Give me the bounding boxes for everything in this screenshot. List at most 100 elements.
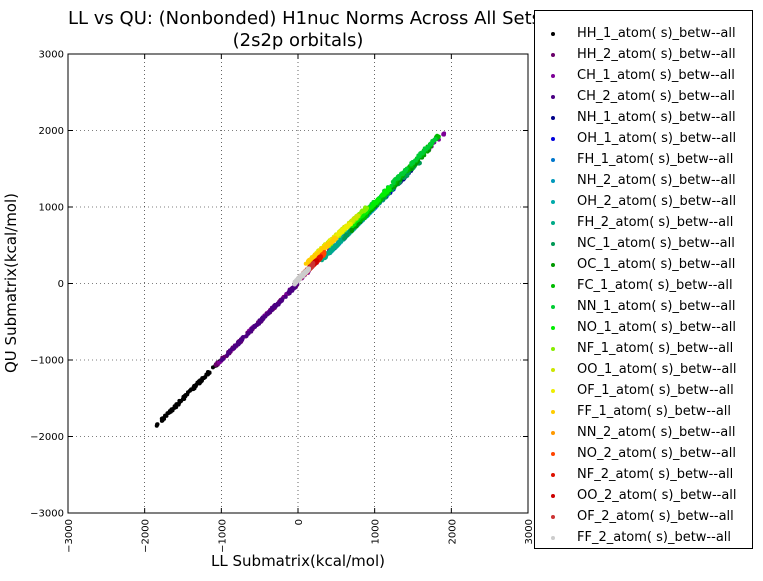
legend-marker: [551, 241, 555, 246]
legend-label: OO_2_atom( s)_betw--all: [577, 488, 737, 503]
data-point: [177, 398, 182, 403]
data-point: [180, 397, 185, 402]
legend-label: NH_2_atom( s)_betw--all: [577, 173, 736, 188]
legend-label: NN_1_atom( s)_betw--all: [577, 299, 736, 314]
data-point: [298, 273, 303, 278]
data-point: [283, 294, 288, 299]
data-point: [275, 301, 280, 306]
data-points: [154, 131, 447, 428]
data-point: [302, 270, 307, 275]
data-point: [236, 342, 241, 347]
y-axis-ticks: −3000 −2000 −1000 0 1000 2000 3000: [30, 50, 528, 520]
data-point: [227, 349, 232, 354]
x-tick-label: −2000: [141, 519, 152, 553]
data-point: [268, 309, 273, 314]
data-point: [391, 178, 396, 183]
legend-item: NO_1_atom( s)_betw--all: [535, 317, 752, 338]
legend-item: NH_2_atom( s)_betw--all: [535, 170, 752, 191]
legend-marker: [551, 220, 555, 225]
x-axis-label: LL Submatrix(kcal/mol): [211, 552, 385, 570]
legend-marker: [551, 31, 555, 36]
legend-item: HH_1_atom( s)_betw--all: [535, 23, 752, 44]
data-point: [213, 362, 218, 367]
legend-item: NN_1_atom( s)_betw--all: [535, 296, 752, 317]
data-point: [280, 297, 285, 302]
data-point: [397, 174, 402, 179]
legend-item: NF_2_atom( s)_betw--all: [535, 464, 752, 485]
y-tick-label: 2000: [39, 126, 64, 137]
chart-subtitle: (2s2p orbitals): [232, 30, 364, 51]
data-point: [325, 242, 330, 247]
legend-label: NH_1_atom( s)_betw--all: [577, 110, 736, 125]
data-point: [429, 142, 434, 147]
legend-label: NC_1_atom( s)_betw--all: [577, 236, 735, 251]
data-point: [422, 146, 427, 151]
data-point: [441, 132, 446, 137]
legend-item: NF_1_atom( s)_betw--all: [535, 338, 752, 359]
legend-marker: [551, 304, 555, 309]
data-point: [347, 222, 352, 227]
legend-marker: [551, 283, 555, 288]
legend-item: OH_1_atom( s)_betw--all: [535, 128, 752, 149]
legend-item: NO_2_atom( s)_betw--all: [535, 443, 752, 464]
y-tick-label: −1000: [30, 356, 64, 367]
legend-item: HH_2_atom( s)_betw--all: [535, 44, 752, 65]
data-point: [413, 158, 418, 163]
legend-marker: [551, 136, 555, 141]
legend-marker: [551, 94, 555, 99]
y-tick-label: 3000: [39, 50, 64, 61]
legend-label: CH_2_atom( s)_betw--all: [577, 89, 735, 104]
data-point: [154, 423, 159, 428]
x-tick-label: 2000: [447, 519, 458, 544]
legend-label: OF_1_atom( s)_betw--all: [577, 383, 734, 398]
data-point: [435, 133, 440, 138]
legend-label: HH_1_atom( s)_betw--all: [577, 26, 736, 41]
data-point: [370, 204, 375, 209]
legend-label: OC_1_atom( s)_betw--all: [577, 257, 736, 272]
x-tick-label: 0: [294, 519, 305, 525]
data-point: [295, 277, 300, 282]
legend-marker: [551, 157, 555, 162]
legend-item: FF_1_atom( s)_betw--all: [535, 401, 752, 422]
data-point: [306, 258, 311, 263]
legend: HH_1_atom( s)_betw--all HH_2_atom( s)_bet…: [534, 10, 753, 549]
data-point: [332, 243, 337, 248]
legend-item: CH_2_atom( s)_betw--all: [535, 86, 752, 107]
data-point: [256, 321, 261, 326]
legend-label: FF_2_atom( s)_betw--all: [577, 530, 732, 545]
legend-marker: [551, 388, 555, 393]
data-point: [252, 324, 257, 329]
legend-marker: [551, 451, 555, 456]
x-tick-label: 3000: [524, 519, 535, 544]
x-tick-label: −1000: [217, 519, 228, 553]
legend-item: NN_2_atom( s)_betw--all: [535, 422, 752, 443]
y-tick-label: 1000: [39, 203, 64, 214]
data-point: [160, 416, 165, 421]
legend-label: FF_1_atom( s)_betw--all: [577, 404, 732, 419]
legend-marker: [551, 514, 555, 519]
legend-label: NF_2_atom( s)_betw--all: [577, 467, 734, 482]
data-point: [336, 239, 341, 244]
data-point: [384, 189, 389, 194]
y-tick-label: 0: [58, 279, 64, 290]
legend-label: CH_1_atom( s)_betw--all: [577, 68, 735, 83]
x-axis-ticks: −3000 −2000 −1000 0 1000 2000 3000: [64, 54, 535, 553]
legend-label: FH_1_atom( s)_betw--all: [577, 152, 734, 167]
data-point: [289, 287, 294, 292]
legend-item: OF_2_atom( s)_betw--all: [535, 506, 752, 527]
data-point: [363, 206, 368, 211]
legend-label: NN_2_atom( s)_betw--all: [577, 425, 736, 440]
legend-marker: [551, 346, 555, 351]
data-point: [321, 252, 326, 257]
data-point: [338, 229, 343, 234]
chart-title: LL vs QU: (Nonbonded) H1nuc Norms Across…: [68, 8, 542, 29]
data-point: [261, 317, 266, 322]
data-point: [353, 216, 358, 221]
legend-marker: [551, 430, 555, 435]
legend-item: OO_1_atom( s)_betw--all: [535, 359, 752, 380]
data-point: [342, 236, 347, 241]
legend-label: NF_1_atom( s)_betw--all: [577, 341, 734, 356]
data-point: [199, 378, 204, 383]
legend-marker: [551, 472, 555, 477]
legend-label: OH_1_atom( s)_betw--all: [577, 131, 737, 146]
